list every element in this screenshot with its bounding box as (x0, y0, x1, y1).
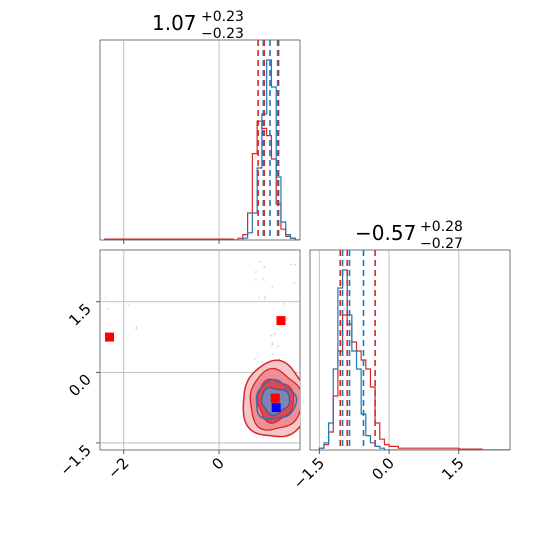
sample-point (290, 263, 293, 266)
title-param1-median: 1.07 (152, 11, 197, 35)
tick-label-p2-x-0: −2 (104, 454, 132, 482)
hist-param1-content (104, 40, 300, 240)
title-param1-minus: −0.23 (201, 26, 244, 42)
marker-red-1 (276, 316, 286, 326)
hist1-blue-series (104, 59, 300, 240)
title-param1: 1.07 +0.23 −0.23 (152, 9, 244, 42)
tick-label-p2-y-0: 1.5 (65, 300, 95, 330)
sample-point (106, 307, 109, 310)
tick-label-p2-x-1: 0 (208, 454, 227, 473)
sample-point (263, 265, 266, 268)
sample-point (100, 332, 102, 335)
marker-red-0 (105, 332, 115, 342)
sample-point (293, 282, 296, 284)
hist2-blue-series (318, 269, 510, 450)
sample-point (259, 260, 261, 263)
title-param2-plus: +0.28 (420, 219, 463, 235)
tick-label-p3-x-1: 0.0 (368, 454, 398, 484)
sample-point (271, 353, 274, 356)
sample-point (285, 317, 288, 320)
tick-label-p2-y-1: 0.0 (65, 370, 95, 400)
sample-point (271, 343, 274, 346)
sample-point (262, 278, 265, 280)
sample-point (253, 358, 256, 360)
marker-blue (271, 403, 281, 413)
title-param2-minus: −0.27 (420, 236, 463, 252)
sample-point (255, 271, 257, 273)
sample-point (263, 298, 266, 300)
sample-point (293, 263, 296, 266)
sample-point (135, 327, 138, 330)
sample-point (255, 279, 257, 281)
sample-point (127, 303, 130, 306)
plot-content (100, 40, 510, 450)
marker-red-2 (270, 393, 280, 403)
sample-point (285, 319, 288, 322)
sample-point (258, 296, 261, 299)
sample-point (276, 345, 279, 348)
title-param2-median: −0.57 (355, 221, 416, 245)
tick-label-p2-y-2: −1.5 (56, 441, 94, 479)
sample-point (256, 352, 259, 355)
contour-blue-outer (255, 378, 298, 420)
sample-point (135, 326, 138, 328)
sample-point (271, 342, 274, 344)
tick-label-p3-x-0: −1.5 (290, 454, 328, 492)
grid-layer (100, 40, 460, 450)
sample-point (273, 332, 276, 335)
sample-point (261, 361, 264, 364)
sample-point (270, 334, 273, 337)
sample-point (271, 285, 274, 288)
hist-param2-content (318, 250, 510, 450)
density-2d-content (100, 260, 300, 438)
sample-point (282, 303, 285, 305)
title-param2: −0.57 +0.28 −0.27 (355, 219, 463, 252)
tick-label-p3-x-2: 1.5 (438, 454, 468, 484)
sample-point (104, 296, 107, 299)
title-param1-plus: +0.23 (201, 9, 244, 25)
sample-point (264, 295, 267, 298)
